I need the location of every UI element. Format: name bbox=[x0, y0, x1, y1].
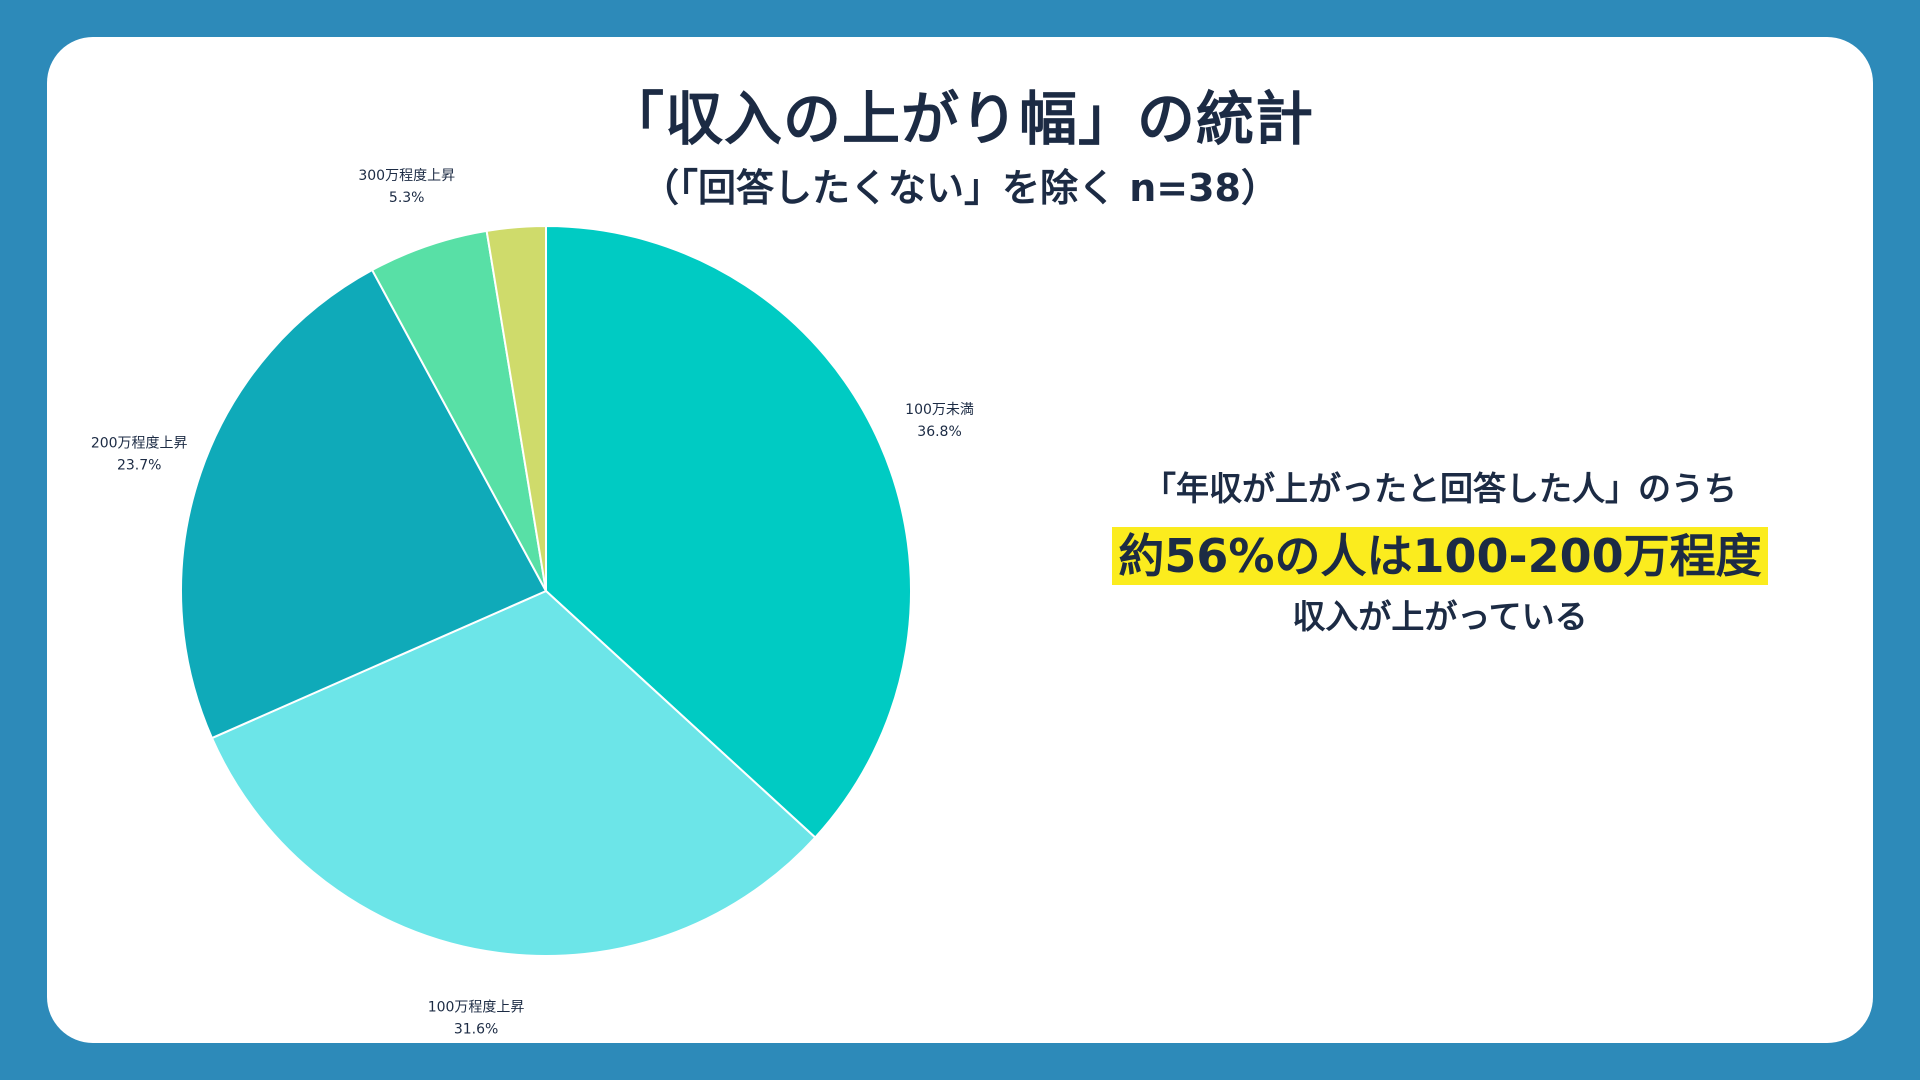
pie-slices bbox=[180, 224, 912, 957]
pie-label-0: 100万未満 36.8% bbox=[905, 402, 974, 440]
callout-intro: 「年収が上がったと回答した人」のうち bbox=[1143, 469, 1737, 508]
pie-slice-2 bbox=[180, 268, 548, 740]
pie-slice-0 bbox=[545, 224, 912, 839]
callout-conclusion: 収入が上がっている bbox=[1292, 597, 1588, 636]
pie-slice-4 bbox=[485, 224, 547, 592]
pie-slice-1 bbox=[210, 589, 817, 957]
pie-label-1: 100万程度上昇 31.6% bbox=[428, 999, 525, 1037]
callout-highlight: 約56%の人は100-200万程度 bbox=[1020, 520, 1860, 586]
chart-subtitle: （｢回答したくない」を除く n=38） bbox=[640, 166, 1279, 210]
pie-labels: 100万未満 36.8% 100万程度上昇 31.6% 200万程度上昇 23.7% 300… bbox=[91, 168, 974, 1037]
pie-label-3: 300万程度上昇 5.3% bbox=[358, 168, 455, 206]
pie-label-2: 200万程度上昇 23.7% bbox=[91, 436, 188, 474]
chart-title: 「収入の上がり幅」の統計 bbox=[605, 85, 1314, 153]
callout-highlight-text: 約56%の人は100-200万程度 bbox=[1112, 527, 1768, 585]
